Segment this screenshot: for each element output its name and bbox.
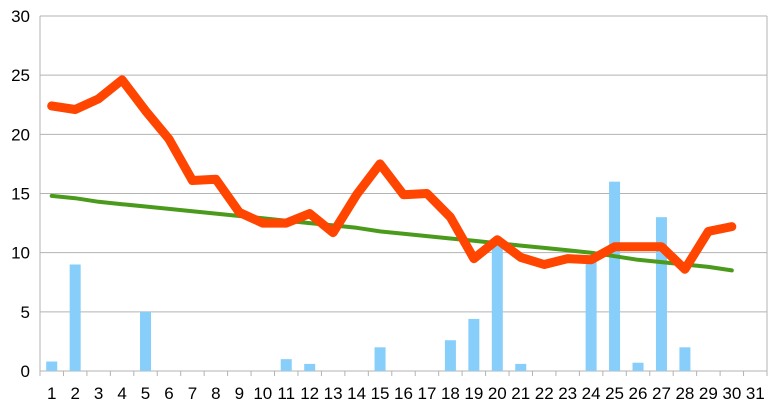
y-tick-label: 15	[11, 185, 30, 204]
x-tick-label: 25	[605, 384, 624, 403]
x-tick-label: 22	[535, 384, 554, 403]
x-tick-label: 10	[253, 384, 272, 403]
x-tick-label: 16	[394, 384, 413, 403]
bar	[585, 258, 597, 371]
line-series	[47, 75, 737, 274]
bar	[444, 340, 456, 371]
x-tick-label: 19	[464, 384, 483, 403]
bar	[468, 318, 480, 371]
x-tick-label: 23	[558, 384, 577, 403]
y-tick-label: 5	[21, 303, 30, 322]
x-tick-label: 18	[441, 384, 460, 403]
bar	[140, 311, 152, 371]
bar	[609, 181, 621, 371]
x-tick-label: 5	[141, 384, 150, 403]
bar-series	[46, 181, 691, 371]
x-tick-label: 30	[722, 384, 741, 403]
x-tick-label: 15	[371, 384, 390, 403]
y-tick-label: 30	[11, 7, 30, 26]
x-tick-label: 8	[211, 384, 220, 403]
bar	[655, 217, 667, 371]
x-tick-label: 24	[582, 384, 601, 403]
x-tick-label: 3	[94, 384, 103, 403]
bar	[280, 359, 292, 371]
x-tick-label: 13	[324, 384, 343, 403]
y-tick-label: 10	[11, 244, 30, 263]
x-tick-label: 20	[488, 384, 507, 403]
bar	[679, 347, 691, 371]
x-tick-label: 17	[417, 384, 436, 403]
bar	[46, 361, 58, 371]
x-tick-label: 9	[235, 384, 244, 403]
x-tick-label: 7	[188, 384, 197, 403]
bar	[632, 362, 644, 371]
x-tick-label: 2	[70, 384, 79, 403]
y-tick-label: 25	[11, 66, 30, 85]
x-tick-label: 31	[746, 384, 765, 403]
bar	[491, 240, 503, 371]
y-tick-label: 0	[21, 362, 30, 381]
x-tick-label: 6	[164, 384, 173, 403]
x-tick-labels: 1 2 3 4 5 6 7 8 9 10 11 12 13 14 15 16 17 18 19 20 21 22 23 24 2…	[47, 384, 765, 403]
bar	[69, 264, 81, 371]
bar	[304, 363, 316, 371]
series-line-trend	[49, 193, 734, 273]
x-tick-label: 4	[117, 384, 126, 403]
bar	[515, 363, 527, 371]
series-line-main	[47, 75, 737, 274]
x-tick-label: 1	[47, 384, 56, 403]
x-tick-label: 26	[629, 384, 648, 403]
x-tick-label: 27	[652, 384, 671, 403]
x-tick-label: 28	[675, 384, 694, 403]
y-tick-labels: 0 5 10 15 20 25 30	[11, 7, 30, 381]
y-tick-label: 20	[11, 125, 30, 144]
bar	[374, 347, 386, 371]
x-tick-label: 14	[347, 384, 366, 403]
x-tick-label: 21	[511, 384, 530, 403]
axes	[39, 16, 768, 376]
x-tick-label: 29	[699, 384, 718, 403]
x-tick-label: 12	[300, 384, 319, 403]
x-tick-label: 11	[277, 384, 295, 403]
